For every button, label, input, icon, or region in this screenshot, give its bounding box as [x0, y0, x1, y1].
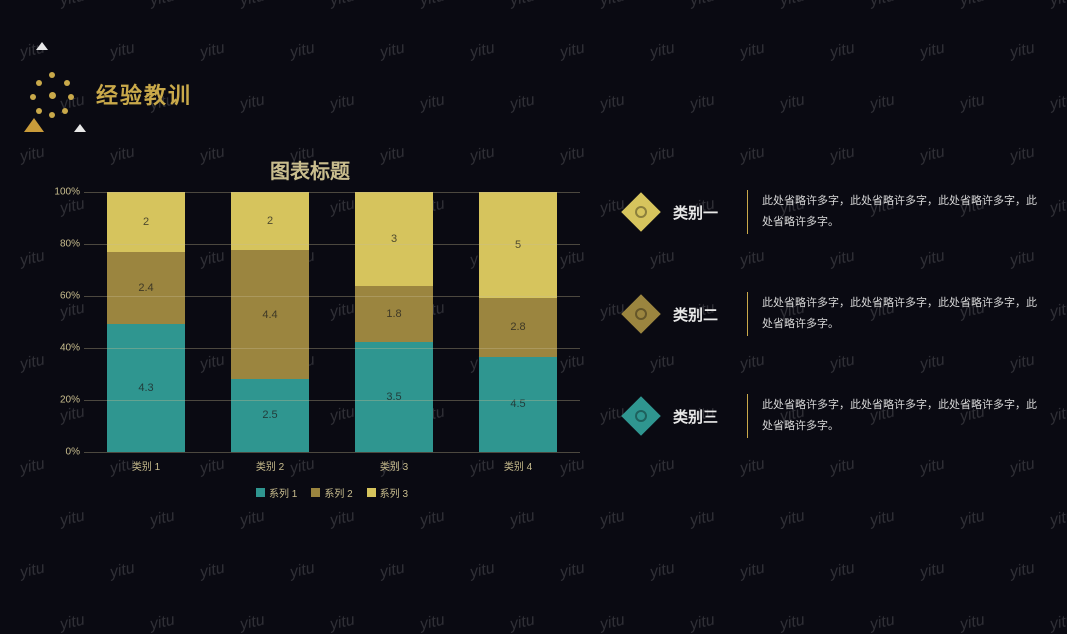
x-label: 类别 3	[355, 458, 433, 473]
bar-segment: 3.5	[355, 342, 433, 452]
category-desc: 此处省略许多字，此处省略许多字，此处省略许多字，此处省略许多字。	[762, 395, 1037, 437]
bar-segment: 2	[107, 192, 185, 252]
divider	[747, 394, 748, 438]
divider	[747, 292, 748, 336]
category-label: 类别二	[673, 304, 733, 325]
category-desc: 此处省略许多字，此处省略许多字，此处省略许多字，此处省略许多字。	[762, 293, 1037, 335]
category-row: 类别一 此处省略许多字，此处省略许多字，此处省略许多字，此处省略许多字。	[627, 190, 1037, 234]
bar: 2.54.42	[231, 192, 309, 452]
slide-title: 经验教训	[96, 78, 192, 110]
legend-item: 系列 2	[311, 485, 352, 500]
category-label: 类别三	[673, 406, 733, 427]
bar-segment: 2.4	[107, 252, 185, 324]
bar: 4.52.85	[479, 192, 557, 452]
category-desc: 此处省略许多字，此处省略许多字，此处省略许多字，此处省略许多字。	[762, 191, 1037, 233]
bar-segment: 2.5	[231, 379, 309, 452]
bar-segment: 4.5	[479, 357, 557, 452]
category-list: 类别一 此处省略许多字，此处省略许多字，此处省略许多字，此处省略许多字。 类别二…	[627, 190, 1037, 496]
x-label: 类别 4	[479, 458, 557, 473]
category-row: 类别二 此处省略许多字，此处省略许多字，此处省略许多字，此处省略许多字。	[627, 292, 1037, 336]
y-tick: 20%	[40, 395, 80, 406]
bar-segment: 4.4	[231, 250, 309, 379]
x-label: 类别 1	[107, 458, 185, 473]
bar-segment: 1.8	[355, 286, 433, 342]
y-tick: 40%	[40, 343, 80, 354]
dots-circle-icon	[28, 70, 76, 118]
x-label: 类别 2	[231, 458, 309, 473]
category-icon	[621, 396, 661, 436]
bar: 3.51.83	[355, 192, 433, 452]
divider	[747, 190, 748, 234]
stacked-bar-chart: 图表标题 4.32.422.54.423.51.834.52.85 0%20%4…	[40, 155, 580, 505]
y-tick: 60%	[40, 291, 80, 302]
legend-item: 系列 1	[256, 485, 297, 500]
category-row: 类别三 此处省略许多字，此处省略许多字，此处省略许多字，此处省略许多字。	[627, 394, 1037, 438]
legend-item: 系列 3	[367, 485, 408, 500]
y-tick: 0%	[40, 447, 80, 458]
bar-segment: 3	[355, 192, 433, 286]
bar: 4.32.42	[107, 192, 185, 452]
triangle-emblem-icon	[24, 118, 44, 132]
category-icon	[621, 192, 661, 232]
category-icon	[621, 294, 661, 334]
bar-segment: 2	[231, 192, 309, 250]
y-tick: 100%	[40, 187, 80, 198]
y-tick: 80%	[40, 239, 80, 250]
chart-title: 图表标题	[40, 155, 580, 184]
bar-segment: 4.3	[107, 324, 185, 453]
category-label: 类别一	[673, 202, 733, 223]
slide-header: 经验教训	[28, 70, 192, 118]
